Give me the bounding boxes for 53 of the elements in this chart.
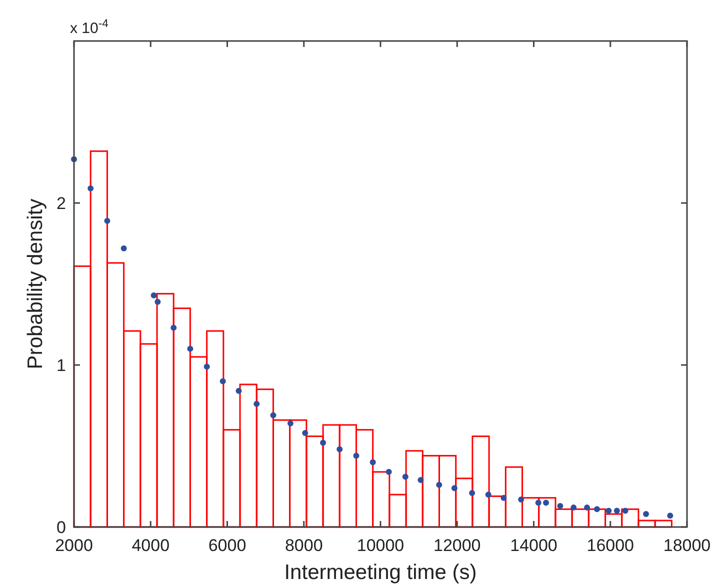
point	[643, 511, 650, 518]
x-tick-label: 4000	[132, 536, 170, 555]
point	[557, 502, 564, 509]
y-tick-label: 2	[56, 194, 66, 213]
point	[570, 504, 577, 511]
point	[436, 482, 442, 488]
point	[418, 477, 424, 484]
point	[535, 500, 542, 506]
point	[88, 185, 94, 192]
point	[485, 492, 492, 498]
point	[402, 474, 408, 480]
text: x 10$^{-4}$	[70, 18, 108, 37]
point	[667, 512, 674, 519]
point	[594, 506, 600, 512]
y-tick-label: 0	[56, 518, 66, 537]
point	[386, 468, 392, 475]
point	[220, 378, 226, 384]
x-tick-label: 12000	[433, 536, 481, 555]
point	[287, 420, 294, 426]
x-axis-title: Intermeeting time (s)	[284, 561, 477, 584]
point	[584, 504, 590, 511]
point	[320, 440, 326, 446]
point	[370, 459, 376, 466]
point	[154, 298, 161, 305]
point	[270, 412, 276, 418]
point	[236, 388, 242, 394]
point	[543, 500, 550, 506]
point	[170, 324, 177, 331]
x-tick-label: 8000	[284, 536, 323, 555]
point	[500, 494, 507, 501]
point	[254, 400, 260, 407]
point	[606, 508, 612, 514]
point	[614, 508, 620, 514]
point	[451, 485, 458, 492]
point	[120, 245, 127, 252]
point	[469, 490, 476, 496]
point	[302, 430, 308, 436]
point	[187, 346, 194, 352]
point	[104, 218, 110, 224]
x-tick-label: 10000	[356, 536, 404, 555]
x-tick-label: 16000	[586, 536, 634, 555]
point	[150, 292, 157, 298]
x-tick-label: 18000	[663, 536, 711, 555]
x-tick-label: 2000	[55, 536, 93, 555]
y-axis-title: Probability density	[24, 198, 47, 370]
point	[518, 496, 524, 502]
x-tick-label: 14000	[510, 536, 558, 555]
point	[622, 508, 628, 514]
point	[204, 364, 210, 370]
point	[336, 446, 343, 452]
x-tick-label: 6000	[208, 536, 246, 555]
y-tick-label: 1	[56, 356, 66, 375]
point	[353, 452, 360, 459]
